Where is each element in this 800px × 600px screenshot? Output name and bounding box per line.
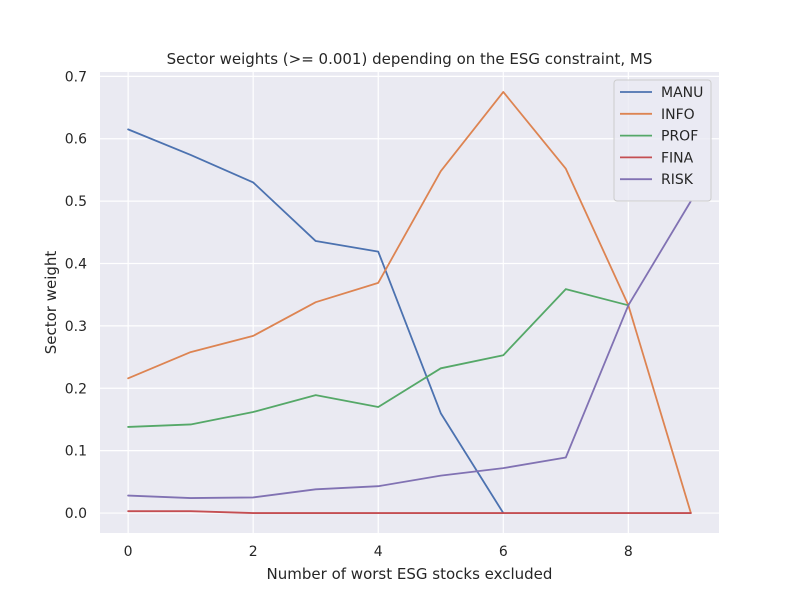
legend-label-prof: PROF xyxy=(661,129,698,145)
series-line-prof xyxy=(127,288,630,428)
y-tick-label: 0.7 xyxy=(65,69,87,85)
series-line-risk xyxy=(127,200,692,499)
y-axis-label: Sector weight xyxy=(42,251,60,355)
series-lines xyxy=(127,91,692,514)
x-tick-label: 2 xyxy=(249,544,258,560)
legend-label-risk: RISK xyxy=(661,172,694,188)
legend-label-info: INFO xyxy=(661,107,695,123)
x-tick-label: 6 xyxy=(499,544,508,560)
y-tick-label: 0.4 xyxy=(65,257,87,273)
legend-box xyxy=(613,79,712,202)
tick-labels: 0 2 4 6 8 0.0 0.1 0.2 0.3 0.4 0.5 0.6 0.7 xyxy=(65,69,633,560)
chart-title: Sector weights (>= 0.001) depending on t… xyxy=(167,50,653,68)
y-tick-label: 0.2 xyxy=(65,381,87,397)
legend-label-fina: FINA xyxy=(661,150,694,166)
x-axis-label: Number of worst ESG stocks excluded xyxy=(267,565,553,583)
x-tick-label: 4 xyxy=(374,544,383,560)
y-tick-label: 0.0 xyxy=(65,506,87,522)
y-tick-label: 0.5 xyxy=(65,194,87,210)
series-line-fina xyxy=(127,510,692,514)
legend-label-manu: MANU xyxy=(661,85,703,101)
y-tick-label: 0.3 xyxy=(65,319,87,335)
y-tick-label: 0.1 xyxy=(65,444,87,460)
x-tick-label: 8 xyxy=(624,544,633,560)
legend: MANU INFO PROF FINA RISK xyxy=(613,79,712,202)
y-tick-label: 0.6 xyxy=(65,132,87,148)
series-line-info xyxy=(127,91,692,514)
series-line-manu xyxy=(127,128,505,514)
x-tick-label: 0 xyxy=(124,544,133,560)
